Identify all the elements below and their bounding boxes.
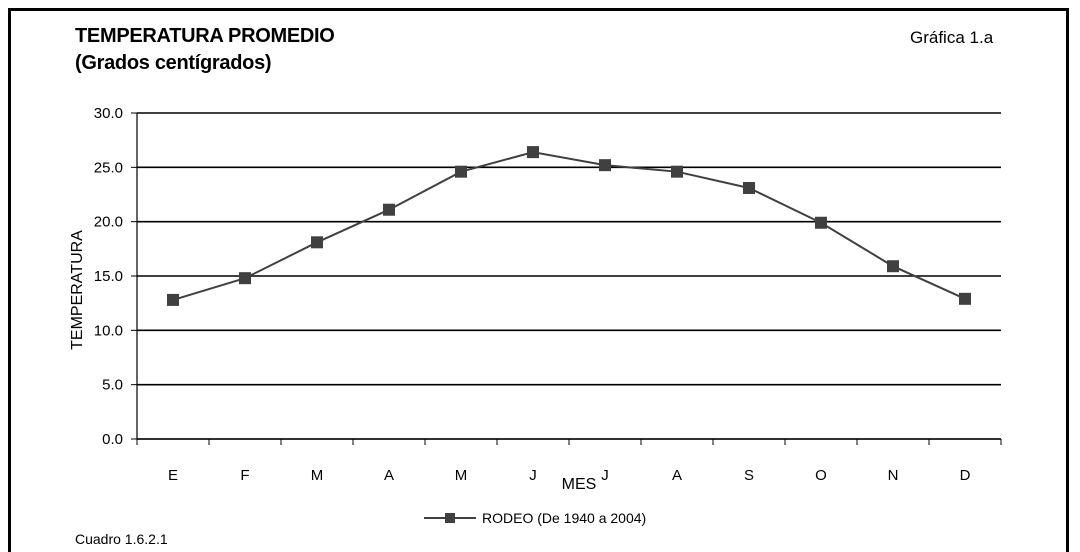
data-point-marker bbox=[527, 146, 539, 159]
data-point-marker bbox=[599, 159, 611, 172]
chart-title-line1: TEMPERATURA PROMEDIO bbox=[75, 25, 335, 47]
x-tick-label-D: D bbox=[960, 467, 971, 484]
y-tick-label: 15.0 bbox=[94, 268, 123, 285]
y-tick-label: 5.0 bbox=[102, 377, 123, 394]
x-tick-label-S: S bbox=[744, 467, 754, 484]
graph-reference-label: Gráfica 1.a bbox=[910, 28, 994, 47]
data-point-marker bbox=[239, 272, 251, 285]
x-tick-label-A: A bbox=[384, 467, 394, 484]
chart-title-line2: (Grados centígrados) bbox=[75, 52, 272, 74]
y-axis-title: TEMPERATURA bbox=[69, 230, 86, 350]
data-point-marker bbox=[383, 203, 395, 216]
data-point-marker bbox=[671, 165, 683, 178]
legend-marker bbox=[445, 513, 455, 523]
data-point-marker bbox=[959, 292, 971, 305]
y-tick-label: 10.0 bbox=[94, 322, 123, 339]
x-tick-label-M: M bbox=[311, 467, 324, 484]
x-tick-label-J: J bbox=[601, 467, 609, 484]
y-tick-label: 30.0 bbox=[94, 105, 123, 122]
data-point-marker bbox=[455, 165, 467, 178]
x-tick-label-A: A bbox=[672, 467, 682, 484]
x-tick-label-J: J bbox=[529, 467, 537, 484]
data-point-marker bbox=[167, 293, 179, 306]
y-tick-label: 25.0 bbox=[94, 159, 123, 176]
x-tick-label-O: O bbox=[815, 467, 827, 484]
chart-frame bbox=[8, 8, 1069, 552]
source-table-label: Cuadro 1.6.2.1 bbox=[75, 531, 168, 547]
x-axis-title: MES bbox=[562, 476, 597, 493]
x-tick-label-E: E bbox=[168, 467, 178, 484]
x-tick-label-F: F bbox=[240, 467, 249, 484]
x-tick-label-N: N bbox=[888, 467, 899, 484]
data-point-marker bbox=[887, 260, 899, 273]
data-point-marker bbox=[815, 216, 827, 229]
data-point-marker bbox=[311, 236, 323, 249]
data-point-marker bbox=[743, 181, 755, 194]
legend-label: RODEO (De 1940 a 2004) bbox=[482, 510, 646, 526]
y-tick-label: 20.0 bbox=[94, 214, 123, 231]
series-line bbox=[172, 151, 966, 301]
y-tick-label: 0.0 bbox=[102, 431, 123, 448]
x-tick-label-M: M bbox=[455, 467, 468, 484]
